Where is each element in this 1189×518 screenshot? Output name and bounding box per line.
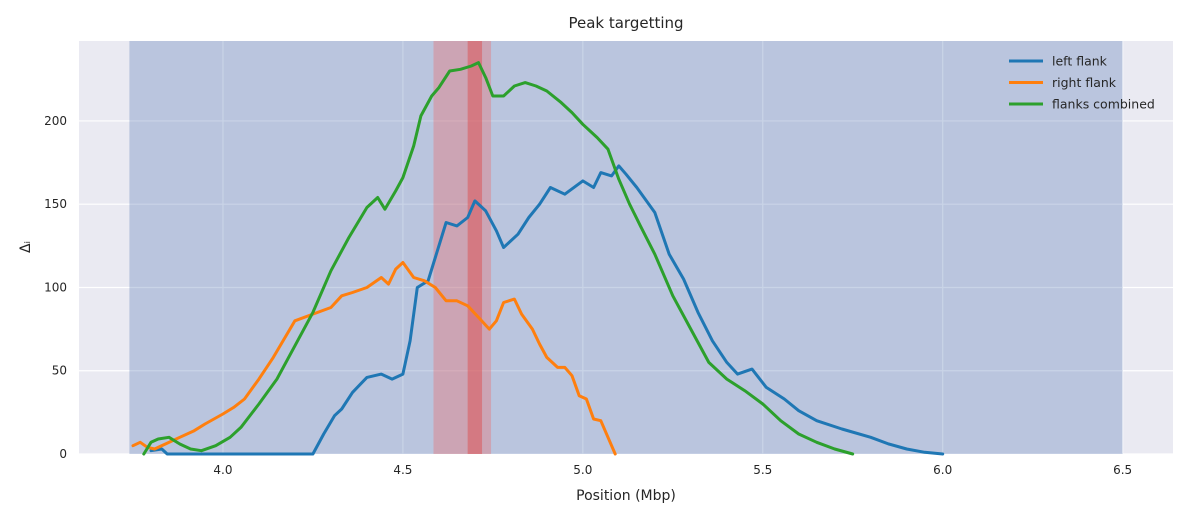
- x-tick-label: 6.5: [1113, 463, 1132, 477]
- y-tick-labels: 0 50 100 150 200: [44, 114, 67, 461]
- shaded-region-1: [129, 41, 1123, 454]
- x-tick-labels: 4.0 4.5 5.0 5.5 6.0 6.5: [213, 463, 1132, 477]
- chart-title: Peak targetting: [568, 14, 683, 32]
- y-tick-label: 100: [44, 280, 67, 294]
- legend: left flank right flank flanks combined: [1009, 54, 1155, 112]
- series-lines: [131, 61, 945, 456]
- x-tick-label: 4.0: [213, 463, 232, 477]
- plot-background: [79, 41, 1173, 454]
- x-tick-label: 5.0: [573, 463, 592, 477]
- legend-label-right-flank: right flank: [1052, 75, 1117, 90]
- x-axis-label: Position (Mbp): [576, 488, 676, 504]
- series-line-right-flank: [131, 261, 617, 456]
- grid: [79, 41, 1173, 455]
- y-axis-label: Δᵢ: [18, 241, 34, 253]
- series-line-left-flank: [149, 164, 945, 456]
- y-tick-label: 0: [59, 447, 67, 461]
- series-line-flanks-combined: [142, 61, 855, 456]
- x-tick-label: 6.0: [933, 463, 952, 477]
- shaded-regions: [129, 41, 1123, 454]
- y-tick-label: 150: [44, 197, 67, 211]
- y-tick-label: 200: [44, 114, 67, 128]
- y-tick-label: 50: [52, 364, 67, 378]
- legend-label-flanks-combined: flanks combined: [1052, 97, 1155, 112]
- shaded-region-2: [433, 41, 492, 454]
- legend-label-left-flank: left flank: [1052, 54, 1108, 69]
- shaded-region-3: [467, 41, 483, 454]
- x-tick-label: 5.5: [753, 463, 772, 477]
- x-tick-label: 4.5: [393, 463, 412, 477]
